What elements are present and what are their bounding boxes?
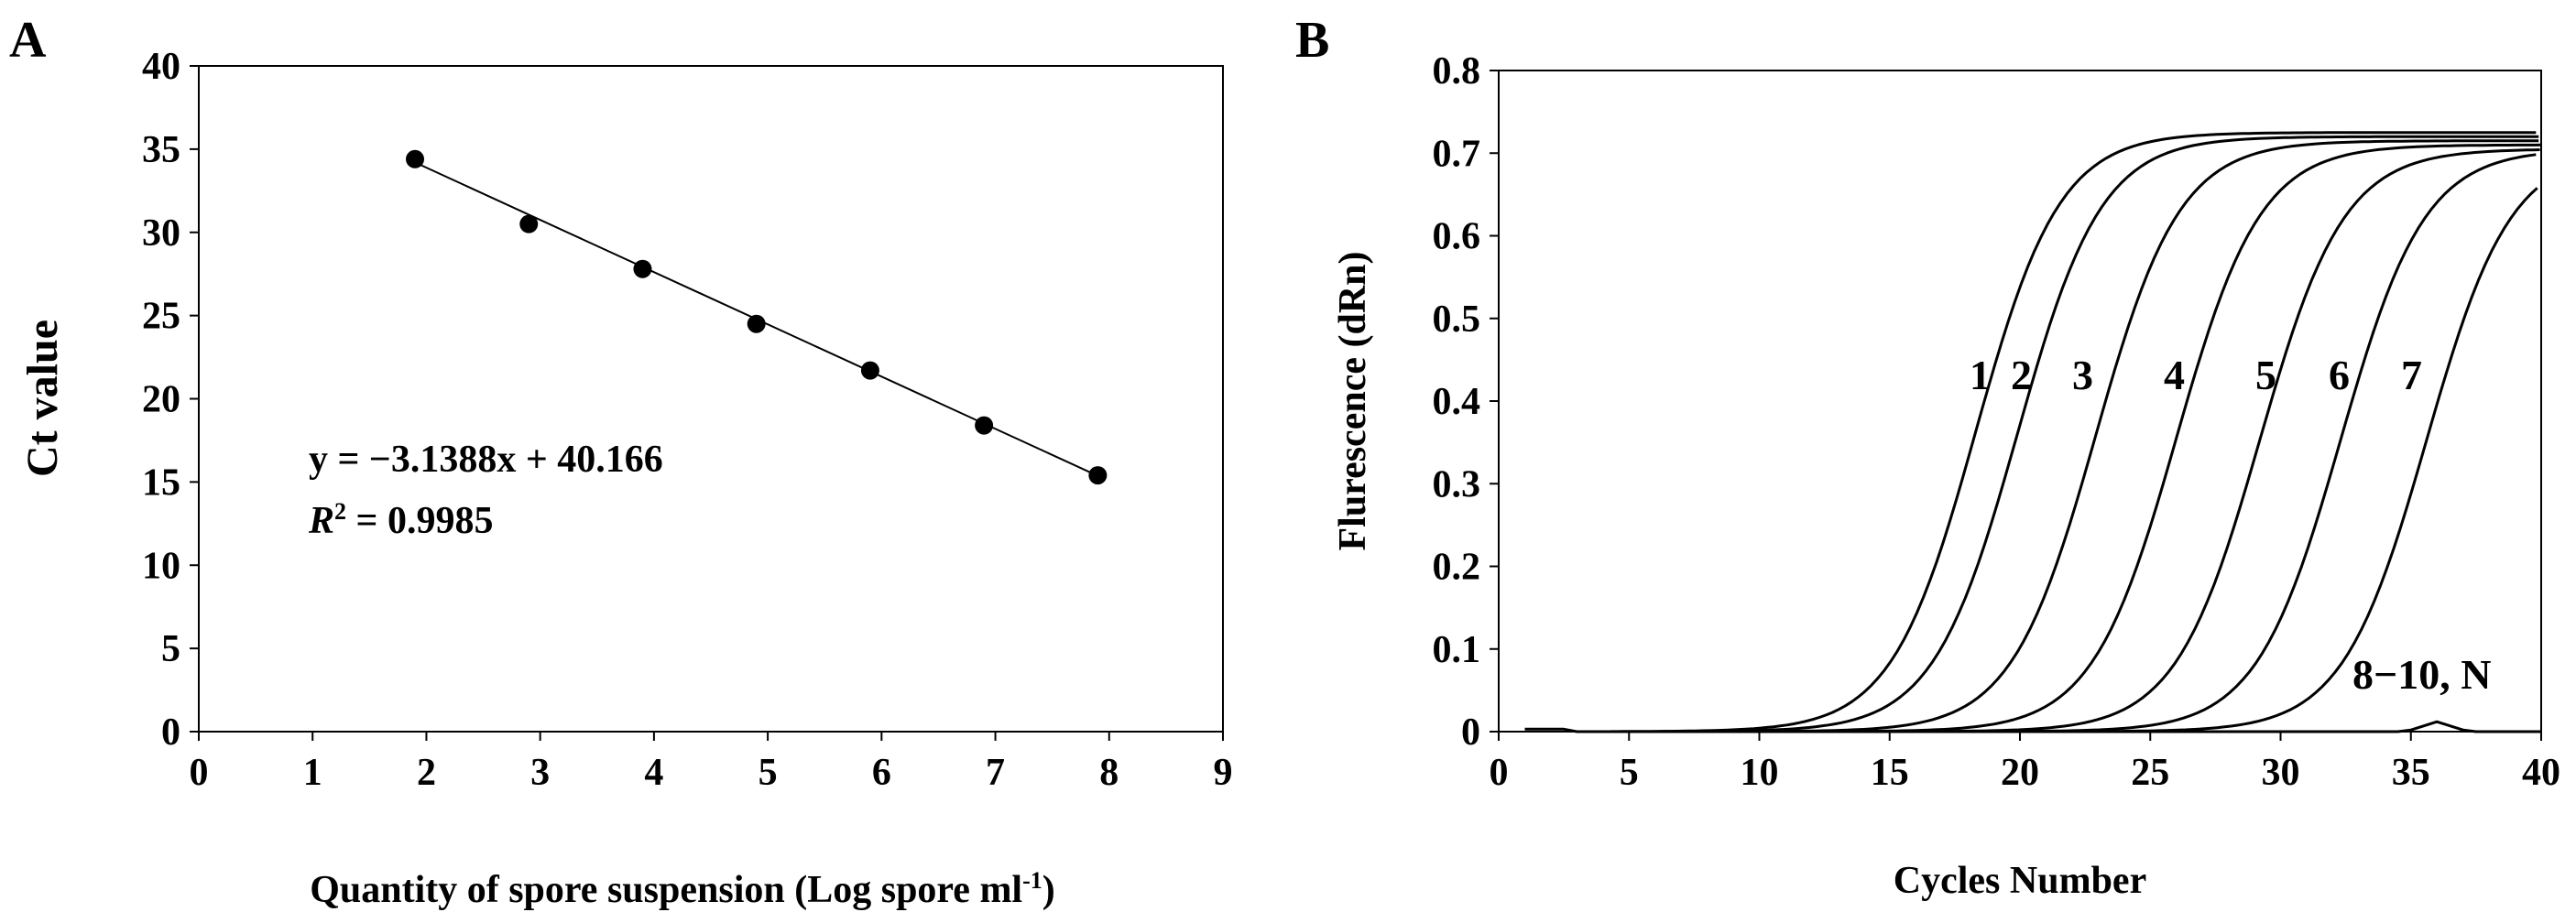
a-data-point bbox=[860, 361, 879, 380]
b-x-tick-label: 30 bbox=[2262, 752, 2300, 794]
panel-a-x-label-end: ) bbox=[1042, 869, 1055, 911]
panel-b: B 00.10.20.30.40.50.60.70.8 0 5 10 15 20 25 30… bbox=[1295, 12, 2560, 902]
panel-a-y-ticks: 0 5 10 15 20 25 30 35 40 bbox=[142, 46, 199, 754]
panel-a-r-squared-sup: 2 bbox=[334, 498, 346, 525]
panel-a-r-squared-value: = 0.9985 bbox=[346, 500, 493, 542]
amplification-curve-6 bbox=[1975, 153, 2537, 733]
panel-b-x-ticks: 0 5 10 15 20 25 30 35 40 bbox=[1490, 732, 2560, 794]
a-y-tick-label: 40 bbox=[142, 46, 180, 88]
amplification-curve-5 bbox=[1894, 148, 2540, 733]
amplification-curve-7 bbox=[2061, 187, 2538, 733]
series-label-2: 2 bbox=[2011, 352, 2032, 398]
a-x-tick-label: 1 bbox=[303, 752, 322, 794]
panel-b-y-ticks: 0 0.1 0.2 0.3 0.4 0.5 0.6 0.7 0.8 bbox=[1433, 50, 1499, 754]
a-data-point bbox=[747, 314, 766, 333]
b-y-tick-label: 0.3 bbox=[1433, 463, 1481, 505]
a-y-tick-label: 0 bbox=[161, 711, 180, 754]
panel-b-series-labels: 1 2 3 4 5 6 7 bbox=[1970, 352, 2422, 398]
a-y-tick-label: 25 bbox=[142, 296, 180, 338]
b-x-tick-label: 15 bbox=[1871, 752, 1909, 794]
b-y-tick-label: 0.4 bbox=[1433, 381, 1481, 423]
b-y-tick-label: 0.7 bbox=[1433, 133, 1481, 175]
a-data-point bbox=[1088, 466, 1108, 485]
a-x-tick-label: 3 bbox=[530, 752, 550, 794]
series-label-7: 7 bbox=[2401, 352, 2422, 398]
series-label-3: 3 bbox=[2072, 352, 2093, 398]
b-x-tick-label: 40 bbox=[2522, 752, 2560, 794]
a-x-tick-label: 0 bbox=[190, 752, 209, 794]
amplification-curve-3 bbox=[1730, 139, 2539, 733]
baseline-curve-negative bbox=[1524, 720, 2541, 733]
b-y-tick-label: 0.8 bbox=[1433, 50, 1481, 92]
a-y-tick-label: 10 bbox=[142, 545, 180, 587]
series-label-1: 1 bbox=[1970, 352, 1991, 398]
b-y-tick-label: 0.2 bbox=[1433, 547, 1481, 589]
a-y-tick-label: 20 bbox=[142, 379, 180, 421]
panel-a-r-squared-label: R bbox=[308, 500, 334, 542]
panel-a: A 0 5 10 15 20 25 30 35 40 0 1 2 3 4 5 6 7 8 9 Ct value Q… bbox=[9, 12, 1233, 911]
a-data-point bbox=[406, 149, 425, 168]
panel-a-points bbox=[406, 149, 1108, 485]
amplification-curve-2 bbox=[1652, 135, 2539, 733]
b-y-tick-label: 0 bbox=[1461, 711, 1480, 754]
b-x-tick-label: 25 bbox=[2131, 752, 2169, 794]
series-label-4: 4 bbox=[2164, 352, 2185, 398]
a-x-tick-label: 4 bbox=[644, 752, 663, 794]
a-x-tick-label: 2 bbox=[417, 752, 436, 794]
a-data-point bbox=[633, 259, 652, 278]
a-data-point bbox=[975, 416, 994, 435]
b-y-tick-label: 0.6 bbox=[1433, 216, 1481, 258]
panel-a-x-label-main: Quantity of spore suspension (Log spore … bbox=[310, 869, 1022, 911]
a-y-tick-label: 5 bbox=[161, 628, 180, 670]
panel-a-label: A bbox=[9, 12, 47, 69]
a-x-tick-label: 9 bbox=[1214, 752, 1233, 794]
panel-a-y-axis-label: Ct value bbox=[18, 320, 67, 477]
panel-b-label: B bbox=[1295, 12, 1329, 69]
panel-a-x-ticks: 0 1 2 3 4 5 6 7 8 9 bbox=[190, 732, 1233, 794]
a-x-tick-label: 8 bbox=[1099, 752, 1119, 794]
panel-a-equation: y = −3.1388x + 40.166 bbox=[309, 439, 663, 481]
panel-b-curves bbox=[1524, 131, 2542, 733]
b-y-tick-label: 0.5 bbox=[1433, 299, 1481, 341]
series-label-6: 6 bbox=[2329, 352, 2350, 398]
b-x-tick-label: 10 bbox=[1741, 752, 1779, 794]
a-x-tick-label: 5 bbox=[759, 752, 778, 794]
a-y-tick-label: 30 bbox=[142, 212, 180, 255]
a-y-tick-label: 15 bbox=[142, 462, 180, 504]
b-x-tick-label: 35 bbox=[2392, 752, 2430, 794]
panel-a-x-axis-label: Quantity of spore suspension (Log spore … bbox=[310, 867, 1055, 911]
panel-a-plot-area bbox=[198, 65, 1224, 733]
b-y-tick-label: 0.1 bbox=[1433, 629, 1481, 671]
a-x-tick-label: 7 bbox=[986, 752, 1005, 794]
b-x-tick-label: 20 bbox=[2001, 752, 2039, 794]
series-label-5: 5 bbox=[2255, 352, 2276, 398]
panel-b-y-axis-label: Flurescence (dRn) bbox=[1332, 252, 1374, 551]
amplification-curve-1 bbox=[1610, 131, 2537, 733]
a-x-tick-label: 6 bbox=[872, 752, 891, 794]
b-x-tick-label: 0 bbox=[1490, 752, 1509, 794]
amplification-curve-4 bbox=[1811, 143, 2542, 733]
panel-b-plot-area bbox=[1498, 70, 2542, 733]
a-y-tick-label: 35 bbox=[142, 129, 180, 171]
a-data-point bbox=[519, 214, 539, 233]
b-x-tick-label: 5 bbox=[1620, 752, 1639, 794]
panel-b-baseline-label: 8−10, N bbox=[2352, 651, 2491, 698]
panel-a-x-label-sup: -1 bbox=[1022, 867, 1042, 894]
panel-a-r-squared: R2 = 0.9985 bbox=[308, 498, 493, 542]
panel-b-x-axis-label: Cycles Number bbox=[1894, 860, 2146, 902]
